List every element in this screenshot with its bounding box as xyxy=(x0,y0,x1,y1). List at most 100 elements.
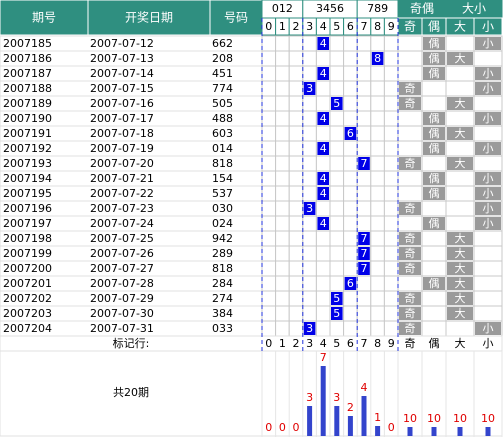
grid-cell xyxy=(302,245,317,262)
grid-cell xyxy=(302,35,317,52)
count-bar xyxy=(485,427,491,436)
parity-marker xyxy=(399,247,421,260)
grid-cell xyxy=(343,260,358,277)
parity-marker xyxy=(423,217,445,230)
span-value: 5 xyxy=(333,307,340,320)
mark-digit: 8 xyxy=(374,337,381,350)
grid-cell xyxy=(261,110,277,127)
span-value: 3 xyxy=(306,202,313,215)
grid-cell xyxy=(397,170,423,187)
grid-cell xyxy=(356,110,372,127)
grid-cell xyxy=(445,140,475,157)
grid-cell xyxy=(302,125,317,142)
grid-cell xyxy=(383,200,399,217)
size-marker xyxy=(475,187,501,200)
grid-cell xyxy=(329,275,345,292)
grid-cell xyxy=(397,125,423,142)
mark-digit: 1 xyxy=(279,337,286,350)
grid-cell xyxy=(261,260,277,277)
date: 2007-07-19 xyxy=(90,142,154,155)
grid-cell xyxy=(261,215,277,232)
grid-cell xyxy=(261,305,277,322)
count-label: 3 xyxy=(333,391,340,404)
grid-cell xyxy=(275,35,290,52)
header-cell xyxy=(209,0,263,36)
stats-area xyxy=(0,350,503,437)
grid-cell xyxy=(275,80,290,97)
size-value: 大 xyxy=(455,96,466,110)
grid-cell xyxy=(302,50,317,67)
span-value: 4 xyxy=(320,112,327,125)
size-marker xyxy=(475,142,501,155)
mark-digit: 5 xyxy=(333,337,340,350)
span-marker xyxy=(303,202,316,215)
grid-cell xyxy=(421,245,447,262)
attr-label: 大 xyxy=(454,20,466,34)
number: 384 xyxy=(212,307,233,320)
span-marker xyxy=(344,127,357,140)
grid-cell xyxy=(329,245,345,262)
grid-cell xyxy=(383,80,399,97)
date: 2007-07-21 xyxy=(90,172,154,185)
grid-cell xyxy=(329,80,345,97)
size-marker xyxy=(475,172,501,185)
size-marker xyxy=(475,67,501,80)
grid-cell xyxy=(383,140,399,157)
parity-value: 偶 xyxy=(429,277,440,290)
grid-cell xyxy=(302,170,317,187)
grid-cell xyxy=(356,275,372,292)
parity-marker xyxy=(399,307,421,320)
parity-marker xyxy=(399,157,421,170)
count-label: 10 xyxy=(403,412,417,425)
parity-marker xyxy=(399,202,421,215)
grid-cell xyxy=(343,50,358,67)
number: 289 xyxy=(212,247,233,260)
grid-cell xyxy=(343,200,358,217)
grid-cell xyxy=(383,50,399,67)
size-marker xyxy=(447,262,473,275)
size-value: 小 xyxy=(483,112,494,125)
parity-value: 奇 xyxy=(405,292,416,305)
grid-cell xyxy=(473,50,503,67)
grid-cell xyxy=(288,95,304,112)
grid-cell xyxy=(383,185,399,202)
size-value: 大 xyxy=(455,261,466,275)
parity-value: 奇 xyxy=(405,307,416,320)
span-marker xyxy=(317,172,329,185)
grid-cell xyxy=(343,110,358,127)
grid-cell xyxy=(329,260,345,277)
parity-value: 偶 xyxy=(429,112,440,125)
grid-cell xyxy=(302,260,317,277)
digit-label: 1 xyxy=(279,20,286,33)
mark-digit: 3 xyxy=(306,337,313,350)
grid-cell xyxy=(383,35,399,52)
grid-cell xyxy=(343,290,358,307)
issue: 2007193 xyxy=(3,157,52,170)
count-bar xyxy=(431,427,437,436)
grid-cell xyxy=(473,260,503,277)
grid-cell xyxy=(275,200,290,217)
grid-cell xyxy=(343,95,358,112)
parity-marker xyxy=(423,277,445,290)
grid-cell xyxy=(315,50,331,67)
grid-cell xyxy=(397,140,423,157)
grid-cell xyxy=(275,50,290,67)
span-value: 3 xyxy=(306,322,313,335)
header-label: 开奖日期 xyxy=(125,11,173,25)
date: 2007-07-16 xyxy=(90,97,154,110)
size-value: 大 xyxy=(455,306,466,320)
mark-digit: 2 xyxy=(293,337,300,350)
grid-cell xyxy=(383,215,399,232)
grid-cell xyxy=(356,35,372,52)
grid-cell xyxy=(275,140,290,157)
grid-cell xyxy=(356,50,372,67)
grid-cell xyxy=(261,320,277,337)
grid-cell xyxy=(288,305,304,322)
size-value: 大 xyxy=(455,51,466,65)
size-value: 小 xyxy=(483,67,494,80)
parity-marker xyxy=(423,37,445,50)
span-value: 4 xyxy=(320,172,327,185)
grid-cell xyxy=(445,65,475,82)
parity-value: 偶 xyxy=(429,172,440,185)
grid-cell xyxy=(356,125,372,142)
